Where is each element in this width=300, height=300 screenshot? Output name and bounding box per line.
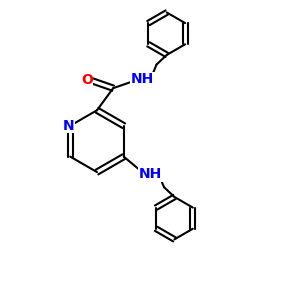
Text: NH: NH bbox=[139, 167, 162, 181]
Text: NH: NH bbox=[131, 72, 154, 86]
Text: O: O bbox=[81, 73, 93, 87]
Text: N: N bbox=[63, 119, 75, 133]
